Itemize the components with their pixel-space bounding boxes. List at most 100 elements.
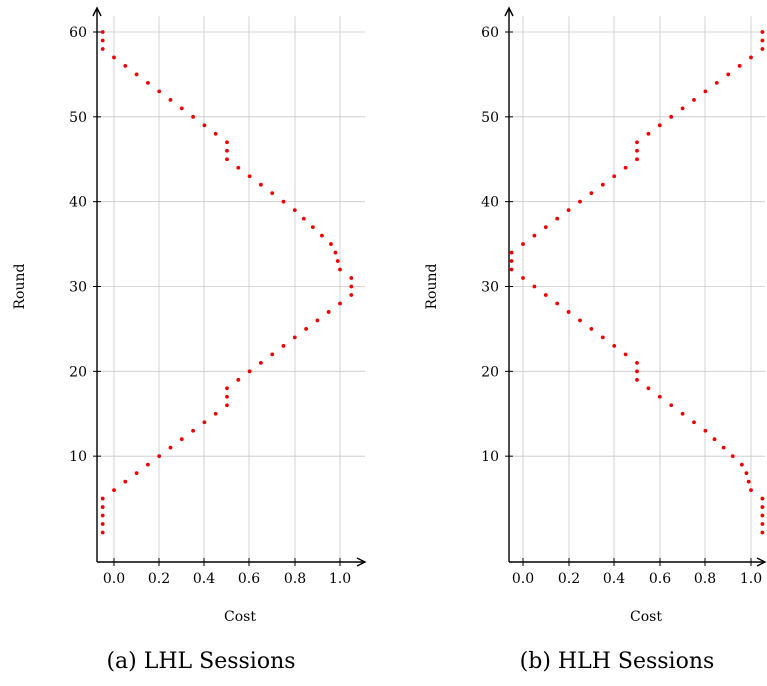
data-point bbox=[100, 496, 105, 501]
data-point bbox=[292, 335, 297, 340]
data-point bbox=[225, 403, 229, 408]
x-tick-label: 0.4 bbox=[193, 571, 215, 587]
y-tick-label: 30 bbox=[481, 280, 499, 296]
data-point bbox=[760, 496, 765, 501]
x-tick-label: 1.0 bbox=[329, 571, 351, 587]
data-point bbox=[714, 81, 719, 85]
data-point bbox=[578, 318, 582, 323]
y-tick-label: 50 bbox=[69, 110, 87, 126]
data-point bbox=[600, 182, 605, 187]
data-point bbox=[304, 327, 308, 331]
y-axis-label: Round bbox=[12, 263, 28, 309]
data-point bbox=[349, 284, 354, 289]
data-point bbox=[281, 199, 286, 204]
data-point bbox=[259, 360, 263, 365]
data-point bbox=[543, 225, 548, 230]
data-point bbox=[123, 64, 128, 68]
data-point bbox=[168, 97, 173, 102]
subfigure-caption: (b) HLH Sessions bbox=[520, 649, 715, 674]
y-axis-arrow bbox=[92, 6, 102, 17]
data-point bbox=[612, 174, 617, 179]
data-point bbox=[578, 199, 582, 204]
data-point bbox=[213, 411, 218, 416]
data-point bbox=[236, 165, 241, 170]
data-point bbox=[589, 191, 594, 196]
data-point bbox=[646, 131, 651, 136]
data-point bbox=[225, 386, 229, 391]
y-tick-label: 20 bbox=[69, 364, 87, 380]
x-axis-label: Cost bbox=[630, 609, 662, 625]
x-axis-label: Cost bbox=[224, 609, 256, 625]
data-point bbox=[100, 513, 105, 518]
data-point bbox=[123, 479, 128, 484]
x-tick-label: 0.8 bbox=[284, 571, 306, 587]
data-point bbox=[191, 114, 196, 119]
data-point bbox=[315, 318, 320, 323]
data-point bbox=[168, 445, 173, 450]
data-point bbox=[726, 72, 731, 77]
y-axis-arrow bbox=[504, 6, 514, 17]
data-point bbox=[320, 233, 324, 238]
data-point bbox=[760, 505, 765, 509]
data-point bbox=[191, 428, 196, 433]
data-point bbox=[646, 386, 651, 391]
data-point bbox=[509, 250, 514, 255]
data-point bbox=[349, 293, 354, 297]
chart-panel-0: 10 20 30 40 50 60 0.0 0.2 0.4 0.6 0.8 1.0 Cost Round (… bbox=[12, 6, 367, 674]
data-point bbox=[566, 310, 571, 314]
x-tick-label: 0.2 bbox=[148, 571, 170, 587]
data-point bbox=[146, 462, 150, 467]
data-point bbox=[635, 360, 639, 365]
data-point bbox=[270, 352, 275, 357]
data-point bbox=[157, 454, 162, 459]
x-tick-label: 0.4 bbox=[603, 571, 625, 587]
data-point bbox=[623, 352, 628, 357]
data-point bbox=[134, 72, 139, 77]
data-point bbox=[737, 64, 742, 68]
data-point bbox=[555, 216, 560, 221]
y-tick-label: 10 bbox=[69, 449, 87, 465]
data-point bbox=[335, 259, 340, 263]
y-tick-label: 20 bbox=[481, 364, 499, 380]
data-point bbox=[703, 89, 708, 94]
data-point bbox=[635, 148, 639, 153]
data-point bbox=[760, 513, 765, 518]
data-point bbox=[310, 225, 315, 230]
data-point bbox=[225, 140, 229, 145]
data-point bbox=[635, 377, 639, 382]
data-point bbox=[749, 55, 753, 60]
x-tick-label: 0.6 bbox=[649, 571, 671, 587]
data-point bbox=[555, 301, 560, 306]
data-point bbox=[333, 250, 338, 255]
data-point bbox=[589, 327, 594, 331]
data-point bbox=[179, 106, 184, 111]
y-tick-label: 40 bbox=[69, 195, 87, 211]
data-point bbox=[612, 343, 617, 348]
x-tick-label: 0.0 bbox=[512, 571, 534, 587]
data-point bbox=[730, 454, 735, 459]
data-point bbox=[749, 488, 753, 492]
data-point bbox=[112, 55, 116, 60]
data-point bbox=[566, 208, 571, 213]
data-point bbox=[521, 276, 525, 280]
data-point bbox=[236, 377, 241, 382]
data-point bbox=[600, 335, 605, 340]
x-axis-arrow bbox=[756, 557, 767, 567]
data-point bbox=[225, 394, 229, 399]
data-point bbox=[329, 242, 333, 246]
data-point bbox=[712, 437, 717, 442]
data-point bbox=[338, 301, 342, 306]
y-tick-label: 60 bbox=[481, 25, 499, 41]
data-point bbox=[225, 148, 229, 153]
data-point bbox=[760, 47, 765, 51]
data-point bbox=[100, 47, 105, 51]
data-point bbox=[509, 259, 514, 263]
data-point bbox=[760, 530, 765, 535]
data-point bbox=[326, 310, 331, 314]
data-point bbox=[635, 157, 639, 162]
data-point bbox=[543, 293, 548, 297]
data-point bbox=[521, 242, 525, 246]
data-point bbox=[532, 284, 537, 289]
data-point bbox=[259, 182, 263, 187]
data-point bbox=[680, 411, 685, 416]
